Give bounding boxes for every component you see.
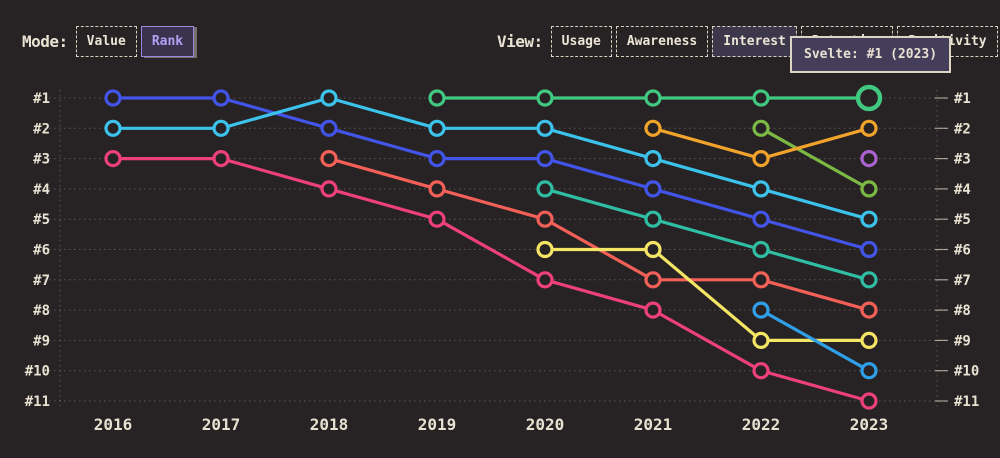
data-point-series-sky-2023[interactable] [860, 362, 878, 380]
data-point-series-indigo-2016[interactable] [104, 89, 122, 107]
data-point-series-yellow-2022[interactable] [752, 331, 770, 349]
series-line-series-sky [759, 308, 871, 373]
tooltip-text: Svelte: #1 (2023) [804, 47, 938, 62]
data-point-series-cyan-2016[interactable] [104, 119, 122, 137]
data-point-series-cyan-2018[interactable] [320, 89, 338, 107]
data-point-series-pink-2021[interactable] [644, 301, 662, 319]
data-point-series-coral-2023[interactable] [860, 301, 878, 319]
series-line-series-cyan [111, 96, 871, 221]
data-point-series-lime-2022[interactable] [752, 119, 770, 137]
data-point-Svelte-2023[interactable] [855, 84, 883, 112]
data-point-series-pink-2022[interactable] [752, 362, 770, 380]
data-point-series-indigo-2022[interactable] [752, 210, 770, 228]
data-point-series-pink-2017[interactable] [212, 150, 230, 168]
view-awareness-button[interactable]: Awareness [615, 26, 709, 57]
data-point-series-pink-2018[interactable] [320, 180, 338, 198]
data-point-series-indigo-2017[interactable] [212, 89, 230, 107]
view-usage-button[interactable]: Usage [550, 26, 612, 57]
data-point-series-cyan-2017[interactable] [212, 119, 230, 137]
series-line-series-lime [759, 126, 871, 191]
data-point-series-indigo-2019[interactable] [428, 150, 446, 168]
x-axis-label: 2017 [202, 415, 241, 434]
y-axis-label-right: #6 [954, 243, 971, 259]
data-point-series-orange-2023[interactable] [860, 119, 878, 137]
x-axis-label: 2016 [94, 415, 133, 434]
data-point-series-lime-2023[interactable] [860, 180, 878, 198]
data-point-series-yellow-2020[interactable] [536, 240, 554, 259]
data-point-series-pink-2020[interactable] [536, 271, 554, 289]
data-point-series-indigo-2023[interactable] [860, 240, 878, 259]
data-point-series-yellow-2023[interactable] [860, 331, 878, 349]
y-axis-label-left: #5 [33, 212, 50, 228]
data-point-series-pink-2016[interactable] [104, 150, 122, 168]
x-axis-label: 2022 [742, 415, 781, 434]
data-point-series-pink-2019[interactable] [428, 210, 446, 228]
y-axis-label-left: #3 [33, 152, 50, 168]
x-axis-label: 2018 [310, 415, 349, 434]
y-axis-label-right: #1 [954, 91, 971, 107]
data-point-series-indigo-2020[interactable] [536, 150, 554, 168]
y-axis-label-left: #8 [33, 303, 50, 319]
y-axis-label-left: #9 [33, 333, 50, 349]
mode-value-button[interactable]: Value [75, 26, 137, 57]
x-axis-label: 2019 [418, 415, 457, 434]
y-axis-label-left: #7 [33, 273, 50, 289]
data-point-series-cyan-2021[interactable] [644, 150, 662, 168]
data-point-series-cyan-2019[interactable] [428, 119, 446, 137]
mode-toggle: Mode: Value Rank [22, 26, 198, 57]
y-axis-label-right: #10 [954, 364, 979, 380]
y-axis-label-left: #4 [33, 182, 50, 198]
tooltip: Svelte: #1 (2023) [790, 36, 952, 73]
data-point-series-coral-2022[interactable] [752, 271, 770, 289]
data-point-series-cyan-2020[interactable] [536, 119, 554, 137]
data-point-series-orange-2022[interactable] [752, 150, 770, 168]
series-line-series-teal [543, 187, 871, 282]
view-interest-button[interactable]: Interest [712, 26, 797, 57]
mode-label: Mode: [22, 32, 68, 51]
data-point-series-coral-2020[interactable] [536, 210, 554, 228]
data-point-series-coral-2019[interactable] [428, 180, 446, 198]
y-axis-label-right: #11 [954, 394, 979, 410]
y-axis-label-right: #5 [954, 212, 971, 228]
mode-rank-button[interactable]: Rank [140, 26, 195, 57]
y-axis-label-right: #3 [954, 152, 971, 168]
data-point-Svelte-2019[interactable] [428, 89, 446, 107]
data-point-series-sky-2022[interactable] [752, 301, 770, 319]
y-axis-label-right: #2 [954, 121, 971, 137]
y-axis-label-left: #2 [33, 121, 50, 137]
data-point-series-pink-2023[interactable] [860, 392, 878, 410]
data-point-Svelte-2020[interactable] [536, 89, 554, 107]
y-axis-label-right: #9 [954, 333, 971, 349]
view-label: View: [497, 32, 543, 51]
data-point-series-purple-2023[interactable] [860, 150, 878, 168]
y-axis-label-left: #11 [25, 394, 50, 410]
y-axis-label-right: #7 [954, 273, 971, 289]
data-point-series-teal-2020[interactable] [536, 180, 554, 198]
data-point-series-yellow-2021[interactable] [644, 240, 662, 259]
data-point-series-cyan-2023[interactable] [860, 210, 878, 228]
data-point-series-cyan-2022[interactable] [752, 180, 770, 198]
data-point-series-teal-2022[interactable] [752, 240, 770, 259]
data-point-series-indigo-2021[interactable] [644, 180, 662, 198]
y-axis-label-right: #4 [954, 182, 971, 198]
data-point-series-teal-2023[interactable] [860, 271, 878, 289]
series-line-series-coral [327, 157, 871, 312]
x-axis-label: 2020 [526, 415, 565, 434]
y-axis-label-left: #6 [33, 243, 50, 259]
data-point-series-teal-2021[interactable] [644, 210, 662, 228]
series-line-series-indigo [111, 96, 871, 252]
data-point-Svelte-2022[interactable] [752, 89, 770, 107]
data-point-series-orange-2021[interactable] [644, 119, 662, 137]
series-line-series-pink [111, 157, 871, 403]
y-axis-label-right: #8 [954, 303, 971, 319]
data-point-Svelte-2021[interactable] [644, 89, 662, 107]
data-point-series-coral-2018[interactable] [320, 150, 338, 168]
data-point-series-coral-2021[interactable] [644, 271, 662, 289]
y-axis-label-left: #1 [33, 91, 50, 107]
y-axis-label-left: #10 [25, 364, 50, 380]
data-point-series-indigo-2018[interactable] [320, 119, 338, 137]
x-axis-label: 2021 [634, 415, 673, 434]
x-axis-label: 2023 [850, 415, 889, 434]
